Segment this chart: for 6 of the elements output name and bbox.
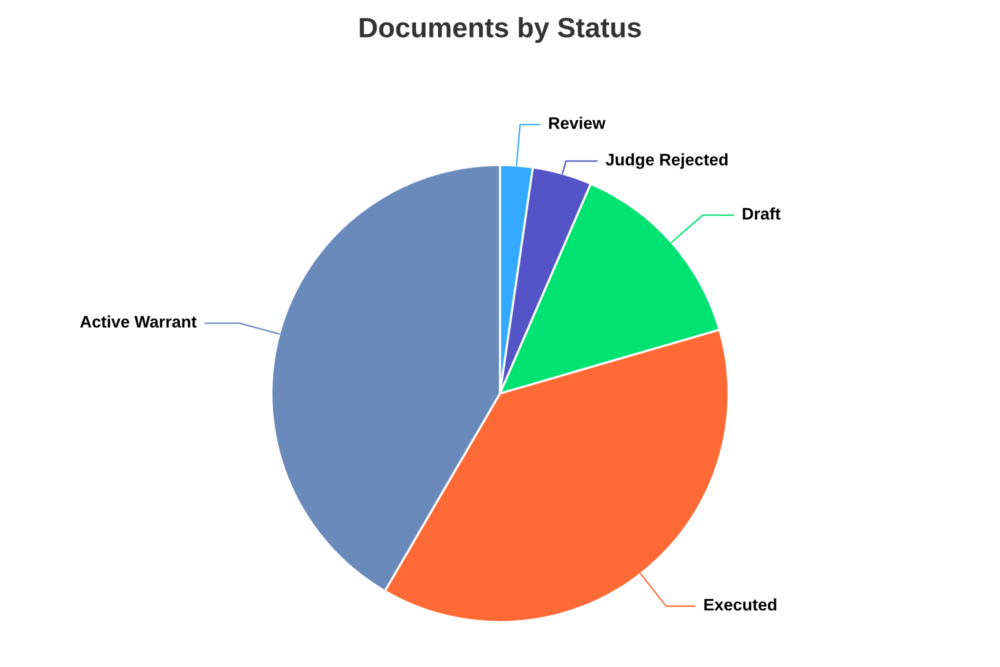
- chart-title: Documents by Status: [360, 17, 641, 43]
- slice-label: Executed: [704, 598, 776, 611]
- slice-label: Review: [549, 116, 606, 129]
- slice-label: Judge Rejected: [606, 153, 728, 169]
- slice-label: Active Warrant: [80, 315, 197, 328]
- slice-label: Draft: [742, 207, 780, 220]
